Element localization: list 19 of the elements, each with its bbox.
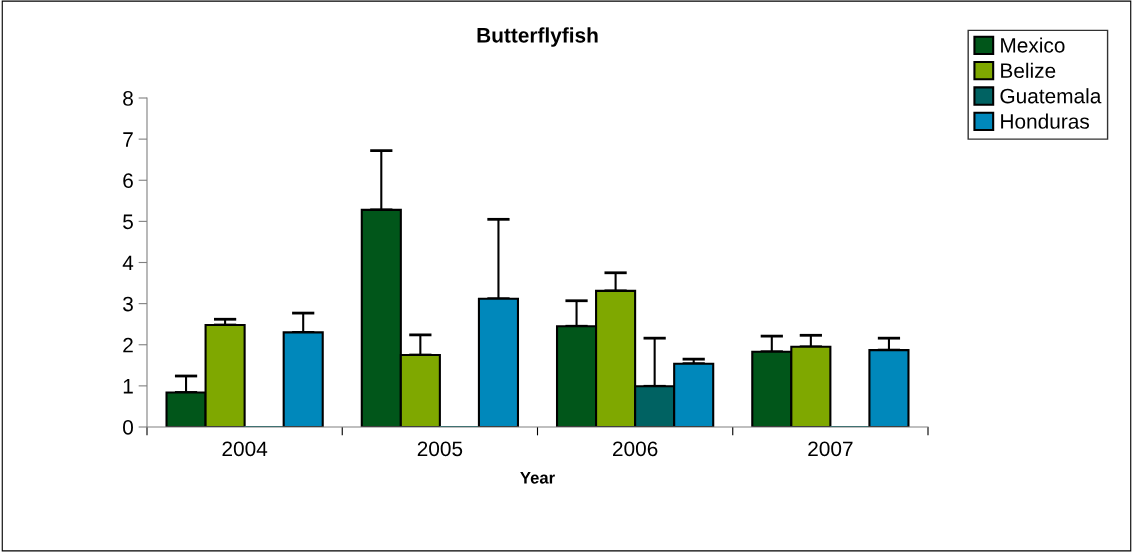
y-tick-label: 3 <box>123 296 133 312</box>
legend-label: Belize <box>1001 62 1056 79</box>
x-tick-label: 2005 <box>417 441 463 457</box>
legend-label: Honduras <box>1001 113 1090 129</box>
x-axis-title: Year <box>520 472 555 484</box>
y-tick-label: 8 <box>123 91 133 106</box>
x-tick-label: 2007 <box>808 441 853 457</box>
y-tick-label: 7 <box>123 132 133 147</box>
legend-label: Mexico <box>1001 37 1065 53</box>
x-tick-label: 2004 <box>222 441 268 457</box>
chart-title: Butterflyfish <box>477 27 598 47</box>
y-tick-label: 1 <box>123 379 133 394</box>
y-tick-label: 2 <box>123 337 133 353</box>
y-tick-label: 5 <box>123 214 133 230</box>
y-tick-label: 0 <box>123 420 133 435</box>
y-tick-label: 4 <box>122 255 134 271</box>
y-tick-label: 6 <box>123 173 133 188</box>
legend-label: Guatemala <box>1000 88 1102 104</box>
x-tick-label: 2006 <box>613 441 658 457</box>
